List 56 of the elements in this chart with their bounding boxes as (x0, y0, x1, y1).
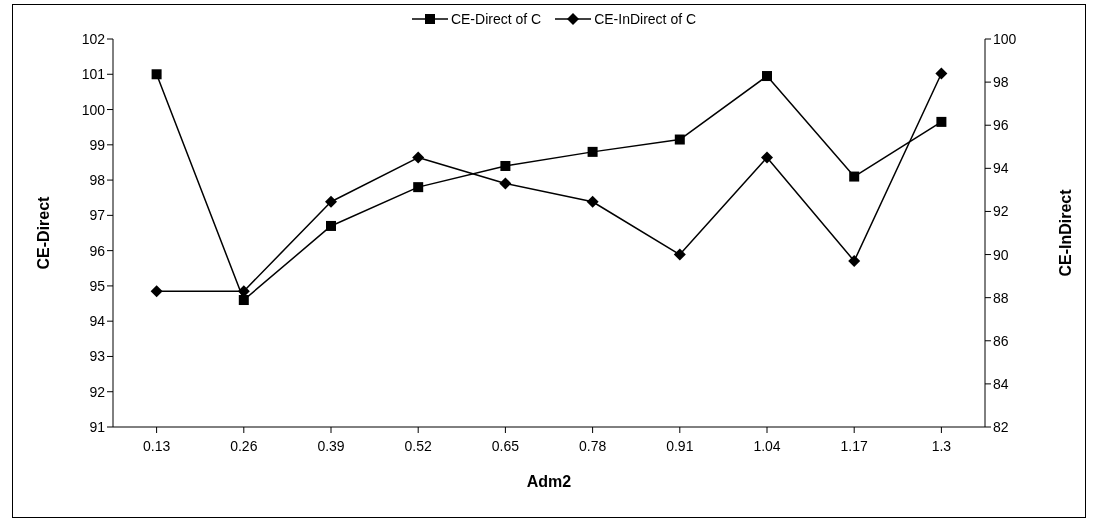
point (151, 69, 162, 80)
y-tick-label: 92 (89, 383, 106, 400)
point (500, 160, 511, 171)
point (761, 151, 773, 164)
point (936, 116, 947, 127)
x-tick-label: 0.78 (578, 437, 607, 454)
y2-tick-label: 90 (993, 246, 1009, 263)
y2-tick-label: 98 (993, 74, 1009, 91)
y-tick-label: 102 (81, 30, 106, 47)
point (326, 220, 336, 231)
point (150, 285, 163, 298)
y-tick-label: 95 (89, 277, 106, 294)
x-tick-label: 0.91 (666, 437, 694, 454)
y-tick-label: 100 (81, 101, 106, 118)
point (238, 295, 249, 306)
x-tick-label: 0.52 (404, 437, 433, 454)
y-tick-label: 93 (89, 348, 106, 365)
point (499, 177, 512, 190)
y2-tick-label: 100 (993, 30, 1017, 47)
point (762, 71, 772, 82)
legend-label: CE-InDirect of C (594, 11, 697, 27)
y-tick-label: 96 (89, 242, 106, 259)
y-tick-label: 91 (89, 418, 106, 435)
x-tick-label: 1.17 (840, 437, 869, 454)
y2-tick-label: 94 (993, 160, 1009, 177)
y2-tick-label: 82 (993, 418, 1009, 435)
x-tick-label: 0.65 (491, 437, 520, 454)
legend-label: CE-Direct of C (450, 11, 542, 27)
point (587, 146, 598, 157)
x-axis-title: Adm2 (526, 473, 572, 490)
y-tick-label: 94 (89, 313, 106, 330)
y-tick-label: 97 (89, 207, 106, 224)
y-tick-label: 98 (89, 172, 106, 189)
y-tick-label: 101 (81, 66, 106, 83)
point (673, 248, 686, 261)
point (848, 255, 861, 268)
y-tick-label: 99 (89, 136, 106, 153)
y2-tick-label: 84 (993, 375, 1009, 392)
point (325, 195, 337, 208)
point (413, 182, 424, 193)
y-axis-title: CE-Direct (34, 195, 52, 270)
x-tick-label: 0.39 (317, 437, 345, 454)
point (412, 151, 425, 164)
x-tick-label: 0.13 (142, 437, 171, 454)
x-tick-label: 1.04 (753, 437, 781, 454)
y2-tick-label: 96 (993, 117, 1009, 134)
y2-tick-label: 86 (993, 332, 1009, 349)
point (935, 67, 948, 80)
point (674, 134, 685, 145)
y2-axis-title: CE-InDirect (1056, 188, 1074, 277)
y2-tick-label: 88 (993, 289, 1009, 306)
point (586, 195, 599, 208)
y2-tick-label: 92 (993, 203, 1009, 220)
x-tick-label: 0.26 (230, 437, 258, 454)
x-tick-label: 1.3 (931, 437, 952, 454)
point (849, 171, 860, 182)
